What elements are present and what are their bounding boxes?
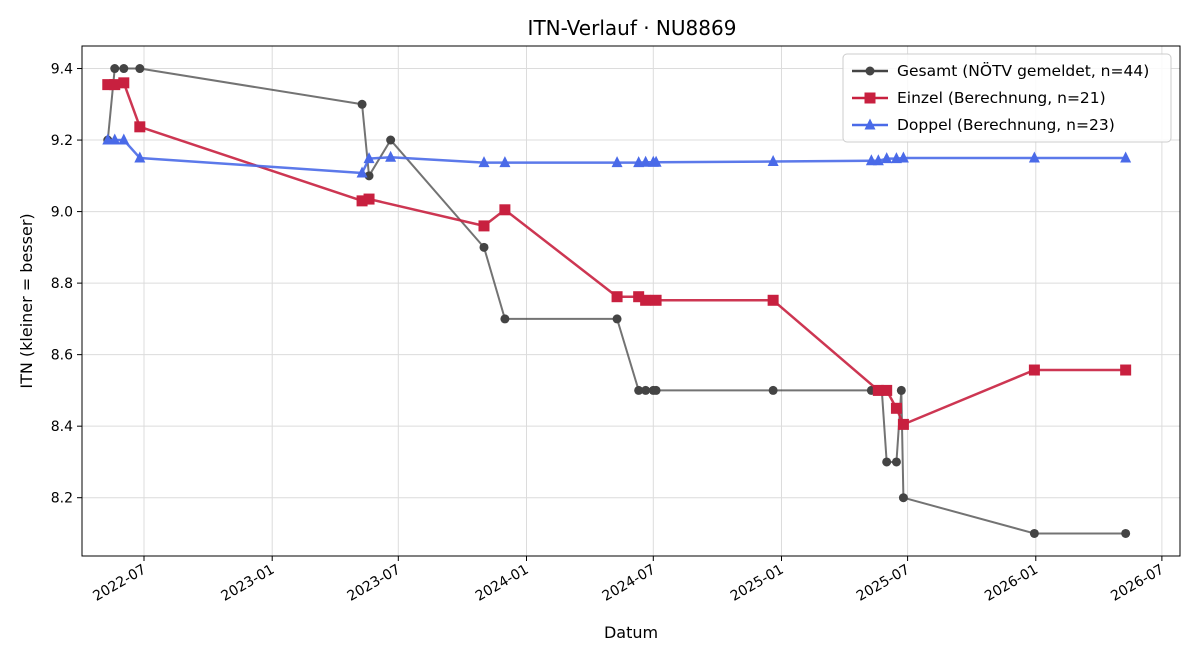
- data-point: [135, 64, 145, 74]
- series-triangle: [102, 133, 1132, 178]
- data-point: [385, 150, 397, 162]
- y-tick-label: 9.4: [51, 62, 73, 78]
- data-point: [634, 385, 644, 395]
- data-point: [1120, 151, 1132, 163]
- legend-box: [842, 53, 1172, 143]
- data-point: [119, 64, 129, 74]
- data-point: [650, 294, 662, 306]
- data-point: [499, 156, 511, 168]
- data-point: [364, 171, 374, 181]
- data-point: [650, 155, 662, 167]
- data-point: [865, 154, 877, 166]
- legend-swatch-marker: [864, 92, 876, 104]
- y-tick-label: 9.0: [51, 205, 73, 221]
- data-point: [633, 291, 645, 303]
- data-point: [499, 204, 511, 216]
- data-point: [109, 79, 121, 91]
- y-axis-label: ITN (kleiner = besser): [17, 213, 36, 388]
- series-line: [107, 138, 1126, 175]
- data-point: [872, 154, 884, 166]
- y-tick-label: 8.8: [51, 276, 73, 292]
- series-layer: [102, 64, 1132, 538]
- data-point: [897, 418, 909, 430]
- chart-title: ITN-Verlauf · NU8869: [528, 16, 737, 40]
- data-point: [134, 151, 146, 163]
- data-point: [651, 385, 661, 395]
- legend-swatch-marker: [865, 66, 875, 76]
- data-point: [897, 151, 909, 163]
- legend-entry-label: Doppel (Berechnung, n=23): [897, 116, 1115, 134]
- data-point: [611, 291, 623, 303]
- data-point: [768, 385, 778, 395]
- y-tick-label: 8.4: [51, 419, 73, 435]
- data-point: [1028, 151, 1040, 163]
- data-point: [767, 155, 779, 167]
- data-point: [612, 314, 622, 324]
- data-point: [109, 133, 121, 145]
- plot-frame: [81, 45, 1181, 557]
- data-point: [898, 493, 908, 503]
- data-point: [386, 135, 396, 145]
- data-point: [767, 294, 779, 306]
- data-point: [881, 384, 893, 396]
- data-point: [102, 133, 114, 145]
- data-point: [641, 385, 651, 395]
- y-tick-label: 9.2: [51, 133, 73, 149]
- legend-swatch-marker: [864, 118, 876, 130]
- data-point: [118, 77, 130, 89]
- legend: Gesamt (NÖTV gemeldet, n=44) Einzel (Bere…: [842, 53, 1172, 143]
- data-point: [891, 457, 901, 467]
- data-point: [102, 79, 114, 91]
- legend-entry-label: Gesamt (NÖTV gemeldet, n=44): [897, 61, 1149, 80]
- data-point: [640, 155, 652, 167]
- data-point: [1120, 364, 1132, 376]
- data-point: [478, 156, 490, 168]
- data-point: [1028, 364, 1040, 376]
- data-point: [1029, 528, 1039, 538]
- data-point: [611, 156, 623, 168]
- series-square: [102, 77, 1132, 430]
- data-point: [890, 402, 902, 414]
- data-point: [1121, 528, 1131, 538]
- x-axis-label: Datum: [604, 623, 658, 642]
- y-tick-label: 8.2: [51, 491, 73, 507]
- data-point: [118, 133, 130, 145]
- data-point: [896, 385, 906, 395]
- data-point: [110, 64, 120, 74]
- data-point: [500, 314, 510, 324]
- data-point: [363, 152, 375, 164]
- data-point: [363, 193, 375, 205]
- data-point: [478, 220, 490, 232]
- data-point: [356, 195, 368, 207]
- legend-entry-label: Einzel (Berechnung, n=21): [897, 89, 1106, 107]
- y-tick-label: 8.6: [51, 348, 73, 364]
- data-point: [134, 121, 146, 133]
- data-point: [357, 99, 367, 109]
- data-point: [872, 384, 884, 396]
- data-point: [356, 166, 368, 178]
- data-point: [640, 294, 652, 306]
- data-point: [479, 242, 489, 252]
- data-point: [881, 152, 893, 164]
- data-point: [882, 457, 892, 467]
